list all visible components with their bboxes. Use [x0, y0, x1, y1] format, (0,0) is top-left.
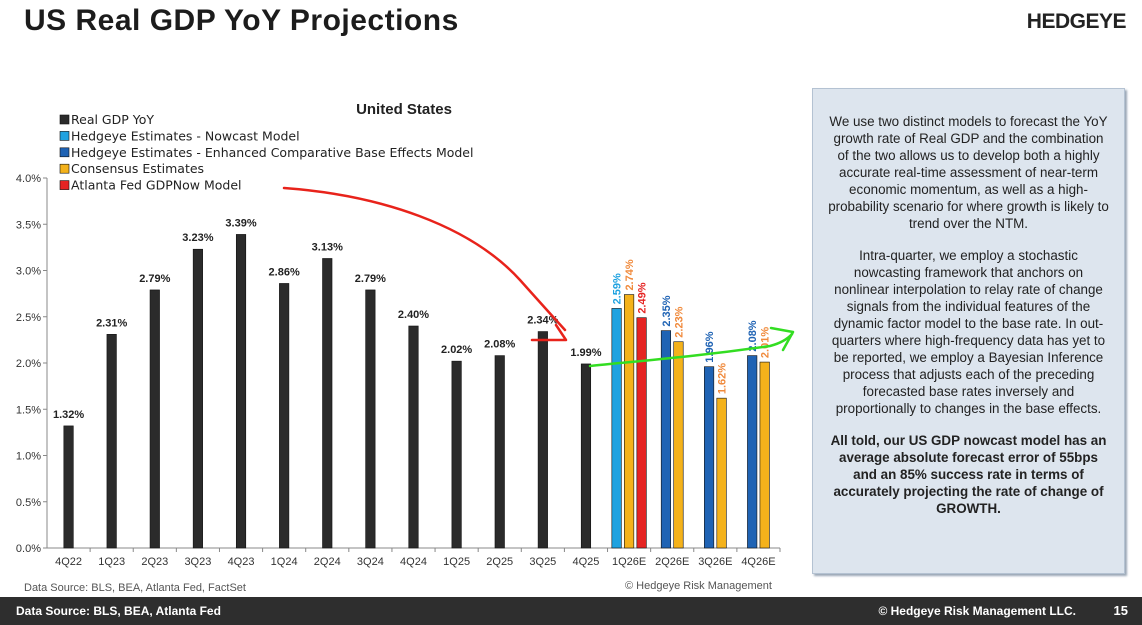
footer-copyright: © Hedgeye Risk Management LLC. [878, 604, 1076, 618]
x-tick-label: 4Q22 [55, 556, 82, 568]
legend-label: Atlanta Fed GDPNow Model [71, 178, 242, 193]
x-tick-label: 4Q24 [400, 556, 427, 568]
legend-swatch [59, 114, 70, 125]
x-tick-label: 2Q25 [486, 556, 513, 568]
bar-1q25-real-gdp-yoy [451, 360, 462, 549]
x-tick-label: 2Q24 [314, 556, 341, 568]
x-tick-label: 3Q24 [357, 556, 384, 568]
red-arrow-head [530, 323, 568, 342]
bar-1q23-real-gdp-yoy [106, 334, 117, 549]
x-tick-label: 2Q23 [141, 556, 168, 568]
green-arrow-line [588, 332, 794, 368]
bar-4q24-real-gdp-yoy [408, 325, 419, 549]
y-tick-label: 1.0% [16, 451, 41, 463]
y-tick-label: 1.5% [16, 404, 41, 416]
red-arrow-line [282, 186, 567, 332]
data-label: 2.08% [747, 320, 759, 351]
green-arrow-head [769, 326, 795, 352]
legend-swatch [59, 147, 70, 158]
data-label: 2.40% [398, 309, 429, 321]
x-tick-label: 2Q26E [655, 556, 689, 568]
x-tick-label: 4Q23 [228, 556, 255, 568]
chart-data-source: Data Source: BLS, BEA, Atlanta Fed, Fact… [24, 582, 246, 594]
x-tick-label: 1Q26E [612, 556, 646, 568]
data-label: 1.62% [717, 363, 729, 394]
data-label: 2.79% [355, 273, 386, 285]
y-tick-label: 4.0% [16, 173, 41, 185]
bar-1q26e-hedgeye-estimates-nowcast-model [611, 308, 622, 549]
bar-4q22-real-gdp-yoy [63, 425, 74, 549]
data-label: 2.23% [673, 306, 685, 337]
y-tick-label: 2.0% [16, 358, 41, 370]
bar-4q23-real-gdp-yoy [235, 234, 247, 549]
info-paragraph-1: We use two distinct models to forecast t… [828, 114, 1109, 231]
bar-4q26e-consensus-estimates [759, 361, 770, 549]
data-label: 1.32% [53, 409, 84, 421]
bar-2q25-real-gdp-yoy [494, 355, 505, 549]
data-label: 1.96% [704, 331, 716, 362]
methodology-info-box: We use two distinct models to forecast t… [812, 88, 1125, 574]
data-label: 2.86% [269, 266, 300, 278]
x-tick-label: 3Q25 [529, 556, 556, 568]
data-label: 1.99% [570, 347, 601, 359]
bar-1q24-real-gdp-yoy [279, 283, 290, 549]
data-label: 2.59% [612, 273, 624, 304]
y-tick-label: 2.5% [16, 312, 41, 324]
x-tick-label: 4Q26E [741, 556, 775, 568]
bar-3q25-real-gdp-yoy [537, 331, 548, 549]
bar-1q26e-atlanta-fed-gdpnow-model [636, 317, 647, 549]
footer-source: Data Source: BLS, BEA, Atlanta Fed [16, 604, 221, 618]
bar-3q26e-hedgeye-estimates-enhanced-comparative-base-effects-model [704, 366, 715, 549]
y-tick-label: 0.5% [16, 497, 41, 509]
data-label: 2.31% [96, 317, 127, 329]
bar-2q24-real-gdp-yoy [322, 258, 333, 549]
bar-3q26e-consensus-estimates [716, 397, 727, 549]
legend-label: Hedgeye Estimates - Nowcast Model [71, 128, 300, 143]
x-tick-label: 3Q23 [184, 556, 211, 568]
data-label: 2.02% [441, 344, 472, 356]
bar-4q25-real-gdp-yoy [580, 363, 592, 549]
data-label: 3.23% [182, 232, 213, 244]
x-tick-label: 1Q25 [443, 556, 470, 568]
data-label: 2.01% [760, 327, 772, 358]
info-paragraph-3: All told, our US GDP nowcast model has a… [830, 433, 1107, 516]
chart-copyright: © Hedgeye Risk Management [625, 580, 772, 592]
data-label: 2.74% [624, 259, 636, 290]
legend-swatch [59, 131, 70, 141]
bar-2q26e-hedgeye-estimates-enhanced-comparative-base-effects-model [660, 330, 672, 549]
legend-label: Real GDP YoY [71, 112, 154, 127]
gdp-chart: United States 0.0% 0.5% 1.0% 1.5% 2.0% 2.5% 3.0… [16, 101, 795, 568]
bar-1q26e-consensus-estimates [624, 294, 635, 549]
y-tick-label: 0.0% [16, 543, 41, 555]
data-label: 2.49% [637, 282, 649, 313]
legend-label: Hedgeye Estimates - Enhanced Comparative… [71, 145, 473, 160]
legend-label: Consensus Estimates [71, 161, 204, 176]
x-tick-label: 4Q25 [573, 556, 600, 568]
data-label: 2.79% [139, 273, 170, 285]
bar-3q23-real-gdp-yoy [192, 248, 203, 549]
legend-swatch [59, 180, 70, 190]
bar-2q23-real-gdp-yoy [149, 289, 160, 549]
x-tick-label: 1Q24 [271, 556, 298, 568]
page-number: 15 [1113, 603, 1128, 618]
x-tick-label: 3Q26E [698, 556, 732, 568]
data-label: 2.35% [661, 295, 673, 326]
x-tick-label: 1Q23 [98, 556, 125, 568]
footer-bar: Data Source: BLS, BEA, Atlanta Fed © Hed… [0, 597, 1142, 625]
info-paragraph-2: Intra-quarter, we employ a stochastic no… [831, 248, 1106, 416]
data-label: 2.08% [484, 339, 515, 351]
bar-4q26e-hedgeye-estimates-enhanced-comparative-base-effects-model [747, 355, 758, 549]
y-tick-label: 3.0% [16, 266, 41, 278]
bar-3q24-real-gdp-yoy [365, 289, 376, 549]
y-tick-label: 3.5% [16, 219, 41, 231]
data-label: 2.34% [527, 315, 558, 327]
brand-logo: HEDGEYE [1026, 10, 1127, 33]
data-label: 3.13% [312, 241, 343, 253]
bar-2q26e-consensus-estimates [673, 341, 684, 549]
legend-swatch [59, 163, 70, 174]
page-title: US Real GDP YoY Projections [24, 4, 459, 37]
chart-title: United States [356, 101, 452, 118]
data-label: 3.39% [225, 217, 256, 229]
